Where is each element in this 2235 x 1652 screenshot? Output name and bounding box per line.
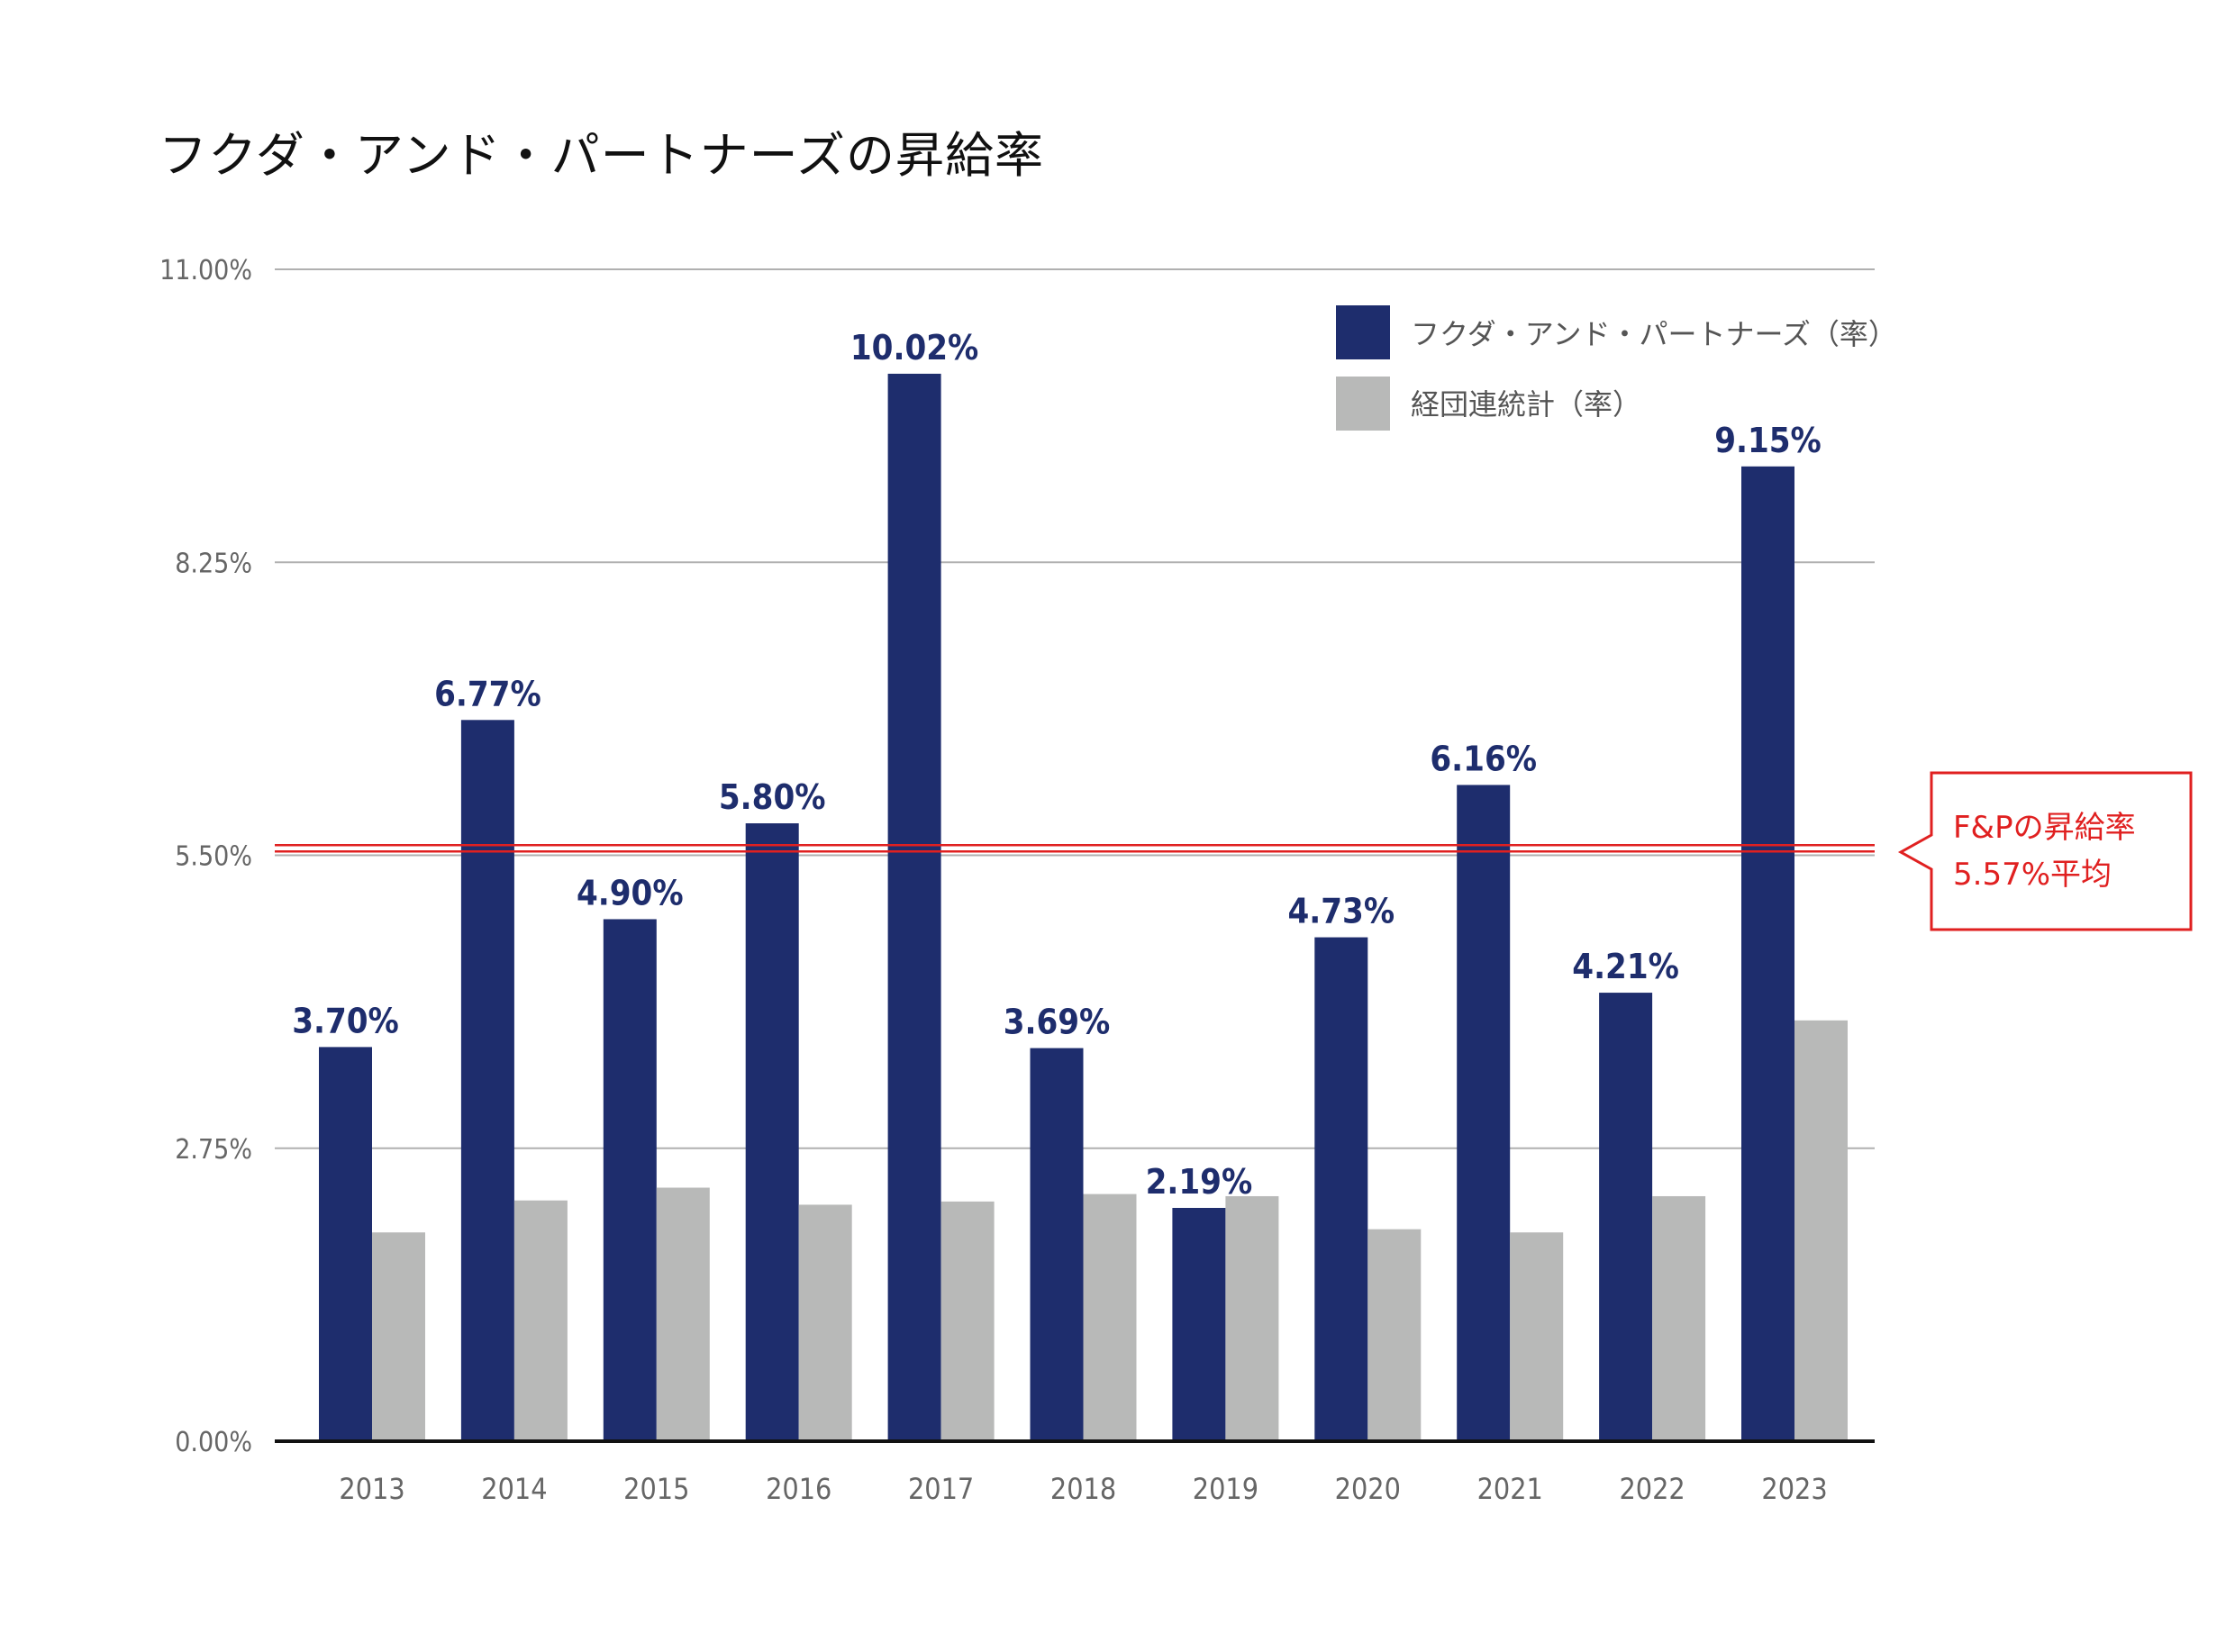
x-tick-label-2022: 2022 <box>1619 1472 1685 1506</box>
data-label-2014: 6.77% <box>434 674 541 713</box>
x-tick-label-2014: 2014 <box>481 1472 547 1506</box>
y-tick-label: 5.50% <box>175 841 252 873</box>
data-label-2017: 10.02% <box>850 328 978 368</box>
data-labels-layer: 3.70% 2013 6.77% 2014 4.90% 2015 5.80% 2016 10.0… <box>292 328 1827 1506</box>
bar-keidanren-2018 <box>1083 1194 1137 1441</box>
bar-fukuda-2014 <box>460 720 514 1441</box>
chart-title: フクダ・アンド・パートナーズの昇給率 <box>159 127 1044 184</box>
average-line-layer <box>275 843 1875 853</box>
bar-keidanren-2013 <box>372 1232 425 1441</box>
data-label-2023: 9.15% <box>1714 421 1822 460</box>
data-label-2015: 4.90% <box>577 873 684 912</box>
bar-fukuda-2017 <box>887 373 941 1442</box>
legend: フクダ・アンド・パートナーズ（率） 経団連統計（率） <box>1336 305 1897 431</box>
x-tick-label-2015: 2015 <box>623 1472 689 1506</box>
bar-fukuda-2022 <box>1599 993 1653 1441</box>
legend-swatch-fukuda <box>1336 305 1390 359</box>
bar-keidanren-2022 <box>1652 1195 1706 1441</box>
bar-keidanren-2014 <box>513 1200 568 1441</box>
bar-fukuda-2019 <box>1172 1207 1226 1441</box>
data-label-2016: 5.80% <box>719 777 826 817</box>
data-label-2018: 3.69% <box>1004 1003 1111 1042</box>
x-tick-label-2023: 2023 <box>1761 1472 1827 1506</box>
grid-layer: 0.00% 2.75% 5.50% 8.25% 11.00% <box>159 255 1875 1458</box>
data-label-2020: 4.73% <box>1287 892 1395 931</box>
bar-fukuda-2016 <box>745 823 799 1441</box>
legend-label-keidanren: 経団連統計（率） <box>1411 387 1641 422</box>
x-tick-label-2013: 2013 <box>339 1472 404 1506</box>
x-tick-label-2021: 2021 <box>1477 1472 1543 1506</box>
x-tick-label-2018: 2018 <box>1050 1472 1116 1506</box>
bar-keidanren-2021 <box>1510 1232 1564 1441</box>
average-callout: F&Pの昇給率 5.57%平均 <box>1897 771 2193 931</box>
y-tick-label: 11.00% <box>159 255 252 286</box>
bar-keidanren-2016 <box>798 1204 852 1441</box>
data-label-2019: 2.19% <box>1146 1162 1253 1202</box>
callout-label-value: 5.57%平均 <box>1953 857 2112 893</box>
bar-fukuda-2018 <box>1030 1048 1084 1441</box>
x-tick-label-2017: 2017 <box>908 1472 974 1506</box>
bar-fukuda-2013 <box>319 1047 372 1441</box>
x-tick-label-2019: 2019 <box>1193 1472 1258 1506</box>
legend-label-fukuda: フクダ・アンド・パートナーズ（率） <box>1411 317 1897 351</box>
data-label-2022: 4.21% <box>1572 947 1679 986</box>
bar-keidanren-2023 <box>1794 1020 1848 1441</box>
x-tick-label-2020: 2020 <box>1335 1472 1401 1506</box>
y-tick-label: 0.00% <box>175 1427 252 1458</box>
bar-fukuda-2023 <box>1741 466 1794 1441</box>
bar-fukuda-2021 <box>1457 785 1511 1441</box>
callout-label-title: F&Pの昇給率 <box>1953 810 2136 846</box>
data-label-2021: 6.16% <box>1430 739 1537 778</box>
bar-fukuda-2020 <box>1314 937 1368 1441</box>
bars-layer <box>319 373 1848 1442</box>
y-tick-label: 2.75% <box>175 1134 252 1166</box>
bar-keidanren-2019 <box>1225 1195 1279 1441</box>
callout-box <box>1897 771 2193 931</box>
bar-keidanren-2020 <box>1367 1229 1422 1441</box>
bar-fukuda-2015 <box>603 919 657 1441</box>
legend-swatch-keidanren <box>1336 377 1390 431</box>
x-tick-label-2016: 2016 <box>766 1472 831 1506</box>
y-tick-label: 8.25% <box>175 548 252 579</box>
bar-keidanren-2017 <box>940 1201 995 1441</box>
bar-keidanren-2015 <box>656 1187 710 1441</box>
data-label-2013: 3.70% <box>292 1001 399 1040</box>
